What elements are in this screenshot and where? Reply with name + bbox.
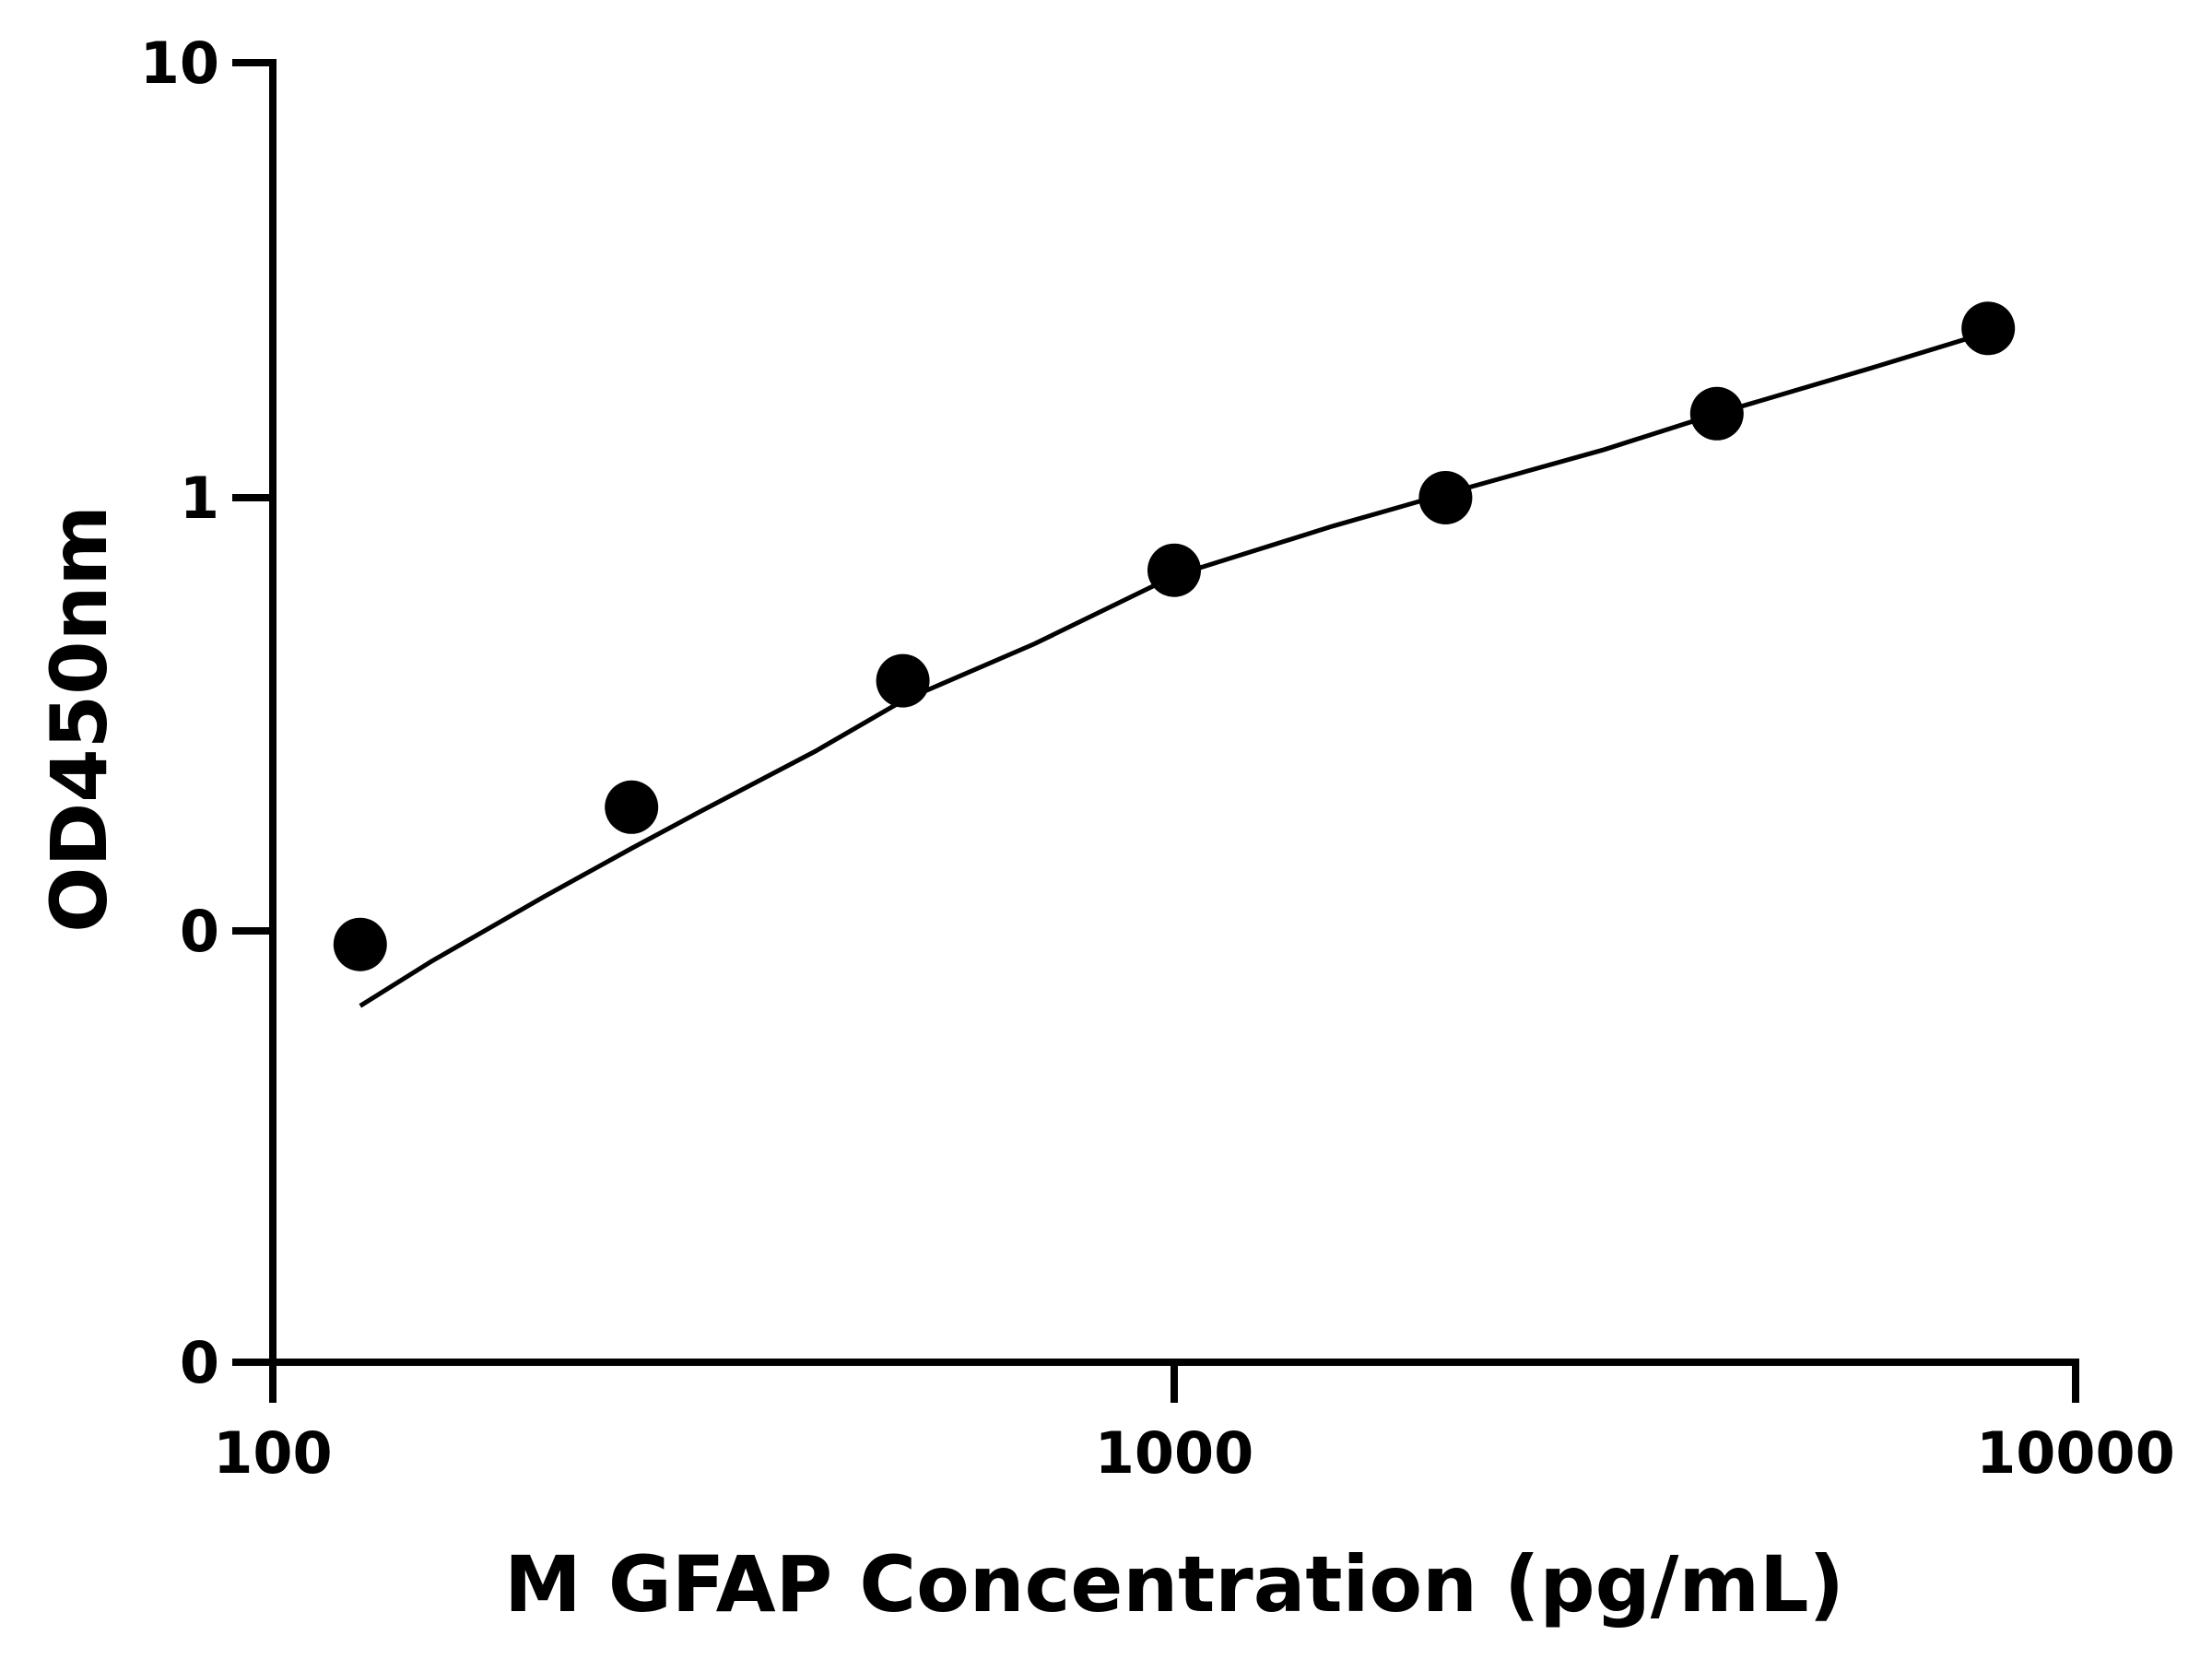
- data-point: [1418, 471, 1473, 524]
- x-tick-label: 100: [213, 1419, 332, 1487]
- data-points: [333, 301, 2016, 971]
- data-point: [605, 780, 659, 834]
- y-tick-label: 1: [180, 465, 219, 532]
- fit-curve: [359, 330, 1989, 1008]
- axes: [269, 59, 2079, 1366]
- y-axis-title: OD450nm: [34, 505, 124, 933]
- data-point: [876, 653, 930, 708]
- y-tick-label: 0: [180, 1329, 219, 1396]
- data-point: [1147, 543, 1201, 597]
- y-tick-label: 10: [140, 29, 219, 97]
- data-point: [1689, 386, 1744, 441]
- x-tick-label: 10000: [1976, 1419, 2175, 1487]
- data-point: [1961, 301, 2016, 356]
- x-axis-title: M GFAP Concentration (pg/mL): [504, 1539, 1844, 1630]
- x-tick-label: 1000: [1095, 1419, 1254, 1487]
- data-point: [333, 917, 387, 971]
- y-tick-label: 0: [180, 898, 219, 965]
